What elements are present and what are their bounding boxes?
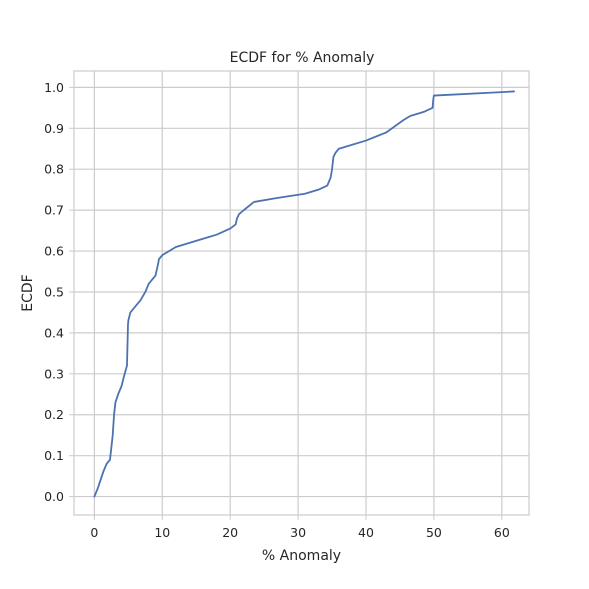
x-tick-label: 40 — [358, 525, 374, 540]
x-tick-label: 60 — [494, 525, 510, 540]
plot-frame — [73, 70, 530, 516]
x-tick-label: 20 — [222, 525, 238, 540]
y-axis-label: ECDF — [20, 274, 36, 311]
y-tick-label: 0.4 — [44, 325, 64, 340]
x-tick-label: 50 — [426, 525, 442, 540]
y-tick-label: 0.2 — [44, 407, 64, 422]
ecdf-line — [93, 90, 515, 498]
y-tick-label: 0.9 — [44, 121, 64, 136]
x-tick-label: 10 — [154, 525, 170, 540]
tick-layer: 0 10 20 30 40 50 60 0.0 0.1 0.2 0.3 0.4 0.5 0.6 0.7 0.8… — [44, 80, 510, 540]
y-tick-label: 1.0 — [44, 80, 64, 95]
x-tick-label: 30 — [290, 525, 306, 540]
y-tick-label: 0.5 — [44, 284, 64, 299]
grid-layer — [74, 71, 529, 515]
x-tick-label: 0 — [90, 525, 98, 540]
chart-title: ECDF for % Anomaly — [230, 50, 375, 66]
y-tick-label: 0.0 — [44, 489, 64, 504]
y-tick-label: 0.6 — [44, 244, 64, 259]
y-tick-label: 0.1 — [44, 448, 64, 463]
y-tick-label: 0.7 — [44, 203, 64, 218]
x-axis-label: % Anomaly — [262, 548, 341, 564]
y-tick-label: 0.3 — [44, 366, 64, 381]
y-tick-label: 0.8 — [44, 162, 64, 177]
series-layer — [93, 90, 515, 498]
